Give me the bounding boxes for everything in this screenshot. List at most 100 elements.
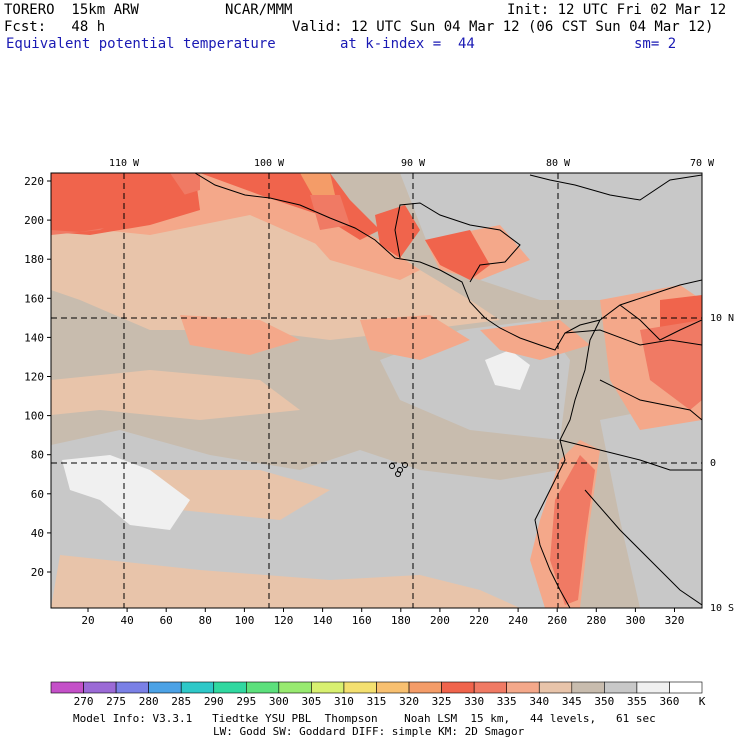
longitude-label: 90 W (401, 158, 426, 169)
legend-label: 310 (334, 695, 354, 708)
field-330-honduras (425, 230, 490, 280)
legend-label: 285 (171, 695, 191, 708)
field-345-lower (150, 470, 330, 520)
model-info-line: Model Info: V3.3.1 Tiedtke YSU PBL Thomp… (73, 712, 656, 725)
field-360-white-c (485, 350, 530, 390)
x-tick-label: 240 (508, 614, 528, 627)
x-tick-label: 220 (469, 614, 489, 627)
organization-label: NCAR/MMM (225, 2, 293, 18)
y-tick-label: 20 (31, 566, 44, 579)
legend-swatch (278, 681, 312, 694)
legend-label: 280 (139, 695, 159, 708)
longitude-label: 110 W (109, 158, 140, 169)
field-355-caribbean (400, 173, 702, 320)
x-tick-label: 260 (547, 614, 567, 627)
x-tick-label: 200 (430, 614, 450, 627)
level-label: at k-index = 44 (340, 36, 475, 52)
coastline-south-america-west (534, 319, 601, 608)
x-tick-label: 60 (160, 614, 173, 627)
legend-label: 330 (464, 695, 484, 708)
legend-label: 270 (74, 695, 94, 708)
y-tick-label: 80 (31, 449, 44, 462)
smoothing-label: sm= 2 (634, 36, 677, 52)
legend-unit: K (699, 695, 706, 708)
y-tick-label: 100 (24, 410, 44, 423)
legend-label: 305 (301, 695, 321, 708)
latitude-label: 10 S (710, 603, 734, 614)
border-colombia (564, 329, 702, 346)
map-frame (50, 172, 703, 609)
forecast-hour: Fcst: 48 h (4, 19, 106, 35)
physics-info-line: LW: Godd SW: Goddard DIFF: simple KM: 2D… (213, 725, 525, 738)
field-360-white-w (62, 455, 190, 530)
legend-label: 350 (594, 695, 614, 708)
legend-label: 345 (562, 695, 582, 708)
x-tick-label: 180 (391, 614, 411, 627)
legend-label: 325 (432, 695, 452, 708)
legend-label: 355 (627, 695, 647, 708)
longitude-label: 100 W (254, 158, 285, 169)
legend-swatch (571, 681, 605, 694)
x-tick-label: 80 (199, 614, 212, 627)
legend-swatch (473, 681, 507, 694)
legend-swatch (115, 681, 149, 694)
y-tick-label: 120 (24, 371, 44, 384)
legend-label: 320 (399, 695, 419, 708)
y-tick-label: 160 (24, 292, 44, 305)
y-tick-label: 220 (24, 175, 44, 188)
latitude-label: 0 (710, 458, 716, 469)
field-name: Equivalent potential temperature (6, 36, 276, 52)
x-tick-label: 320 (665, 614, 685, 627)
y-tick-label: 180 (24, 253, 44, 266)
legend-swatch (50, 681, 84, 694)
border-peru-brazil (584, 489, 702, 606)
field-335-mexico (310, 195, 350, 230)
legend-label: 300 (269, 695, 289, 708)
field-345-upper (51, 210, 500, 340)
x-tick-label: 100 (234, 614, 254, 627)
legend-swatch (604, 681, 638, 694)
legend-label: 290 (204, 695, 224, 708)
legend-swatch (669, 681, 703, 694)
legend-swatch (148, 681, 182, 694)
x-tick-label: 280 (586, 614, 606, 627)
legend-swatch (343, 681, 377, 694)
field-330-guatemala (375, 205, 420, 258)
latitude-label: 10 N (710, 313, 734, 324)
legend-swatch (441, 681, 475, 694)
legend-label: 275 (106, 695, 126, 708)
x-tick-label: 120 (274, 614, 294, 627)
legend-label: 315 (367, 695, 387, 708)
field-340-panama (480, 320, 590, 360)
legend-swatch (213, 681, 247, 694)
field-345-mid (51, 370, 300, 420)
legend-swatch (83, 681, 117, 694)
field-345-bottom (51, 555, 520, 608)
legend-swatch (376, 681, 410, 694)
border-colombia-south (599, 379, 702, 421)
legend-label: 360 (660, 695, 680, 708)
y-tick-label: 140 (24, 331, 44, 344)
field-330-nw-core (51, 173, 185, 232)
map-field (51, 173, 702, 608)
x-tick-label: 300 (625, 614, 645, 627)
coastline-venezuela (619, 304, 702, 341)
model-title: TORERO 15km ARW (4, 2, 139, 18)
init-time: Init: 12 UTC Fri 02 Mar 12 (507, 2, 727, 18)
legend-swatch (538, 681, 573, 694)
border-ecuador-peru (559, 439, 702, 471)
legend-label: 335 (497, 695, 517, 708)
x-tick-label: 140 (313, 614, 333, 627)
legend-swatch (180, 681, 215, 694)
legend-swatch (408, 681, 442, 694)
x-tick-label: 160 (352, 614, 372, 627)
field-340-gulf (360, 315, 470, 360)
valid-time: Valid: 12 UTC Sun 04 Mar 12 (06 CST Sun … (292, 19, 714, 35)
coastline-caribbean-islands (529, 174, 702, 201)
field-340-coast (290, 215, 420, 280)
field-340-east-pac (180, 315, 300, 355)
longitude-label: 70 W (690, 158, 715, 169)
legend-swatch (636, 681, 670, 694)
legend-label: 340 (529, 695, 549, 708)
